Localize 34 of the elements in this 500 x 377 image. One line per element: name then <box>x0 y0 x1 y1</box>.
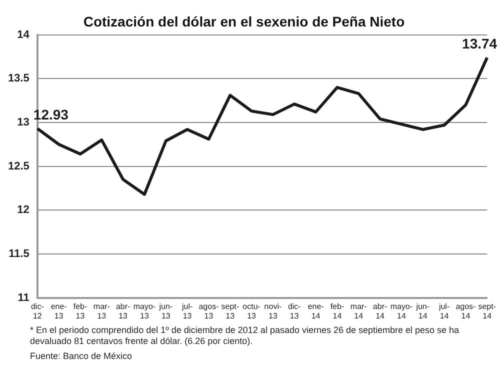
x-tick-label: agos-13 <box>198 302 220 320</box>
x-tick-label: jul-14 <box>438 302 450 320</box>
x-tick-label: abr-14 <box>372 302 388 320</box>
y-tick-label: 13.5 <box>8 72 30 85</box>
x-tick-label: mar-14 <box>350 302 368 320</box>
x-tick-label: novi-13 <box>264 302 282 320</box>
x-tick-label: mar-13 <box>93 302 110 320</box>
data-label: 12.93 <box>33 106 69 122</box>
source-note: Fuente: Banco de México <box>30 351 134 362</box>
x-tick-label: jun-14 <box>415 302 430 320</box>
x-tick-label: jul-13 <box>180 302 193 320</box>
x-tick-label: abr-13 <box>116 302 131 320</box>
y-tick-label: 11.5 <box>8 248 30 260</box>
x-tick-label: dic-12 <box>30 302 44 320</box>
y-tick-label: 14 <box>17 28 30 41</box>
y-tick-label: 12 <box>17 204 30 216</box>
y-tick-label: 13 <box>17 116 30 128</box>
x-tick-label: feb-13 <box>73 302 88 320</box>
x-tick-label: sept-13 <box>221 302 240 320</box>
x-tick-label: octu-13 <box>242 302 261 320</box>
x-tick-label: dic-13 <box>288 302 302 320</box>
x-tick-label: mayo-13 <box>133 302 156 320</box>
x-tick-label: feb-14 <box>330 302 344 320</box>
x-tick-label: jun-13 <box>158 302 173 320</box>
y-tick-label: 11 <box>18 292 30 304</box>
x-tick-label: mayo-14 <box>390 302 413 320</box>
x-tick-label: ene-14 <box>308 302 324 320</box>
chart-title: Cotización del dólar en el sexenio de Peña Nieto <box>83 13 405 30</box>
x-tick-label: sept-14 <box>478 302 496 320</box>
data-label: 13.74 <box>462 35 498 52</box>
y-tick-label: 12.5 <box>8 160 30 172</box>
text: * En el periodo comprendido del 1º de diciembre de 2012 al pasado viernes 26 de septiembre el peso se ha devaluado 81 centavos frente al dólar. (6.26 por ciento). <box>30 325 460 347</box>
x-tick-label: ene-13 <box>50 302 68 320</box>
x-tick-label: agos-14 <box>456 302 476 320</box>
